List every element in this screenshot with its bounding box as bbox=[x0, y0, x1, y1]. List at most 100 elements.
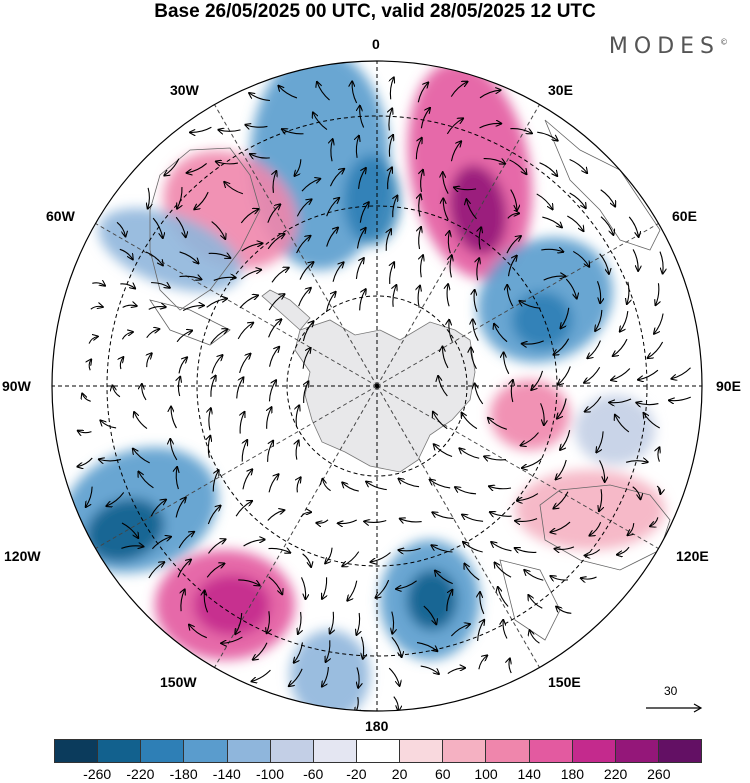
colorbar-tick-label: 260 bbox=[647, 766, 671, 782]
lon-label-150w: 150W bbox=[160, 674, 197, 690]
wind-vector bbox=[268, 474, 278, 493]
reference-vector-arrow bbox=[646, 703, 703, 713]
wind-vector bbox=[531, 370, 544, 390]
wind-vector bbox=[393, 196, 398, 218]
lon-label-90w: 90W bbox=[2, 378, 31, 394]
wind-vector bbox=[317, 82, 330, 101]
wind-vector bbox=[477, 258, 479, 281]
wind-vector bbox=[212, 470, 218, 492]
wind-vector bbox=[296, 405, 299, 428]
wind-vector bbox=[121, 546, 143, 549]
wind-vector bbox=[267, 510, 284, 521]
wind-vector bbox=[359, 202, 368, 223]
wind-vector bbox=[632, 486, 641, 499]
wind-vector bbox=[211, 221, 226, 239]
wind-vector bbox=[356, 612, 359, 635]
lon-label-0: 0 bbox=[372, 36, 380, 52]
colorbar-swatch bbox=[54, 739, 98, 763]
wind-vector bbox=[175, 216, 185, 237]
wind-vector bbox=[449, 320, 453, 342]
wind-vector bbox=[78, 431, 92, 433]
wind-vector bbox=[530, 630, 540, 644]
wind-vector bbox=[522, 458, 543, 468]
wind-vector bbox=[267, 441, 273, 462]
meridian-line bbox=[214, 104, 378, 387]
colorbar-tick-label: 220 bbox=[603, 766, 628, 782]
meridian-line bbox=[376, 385, 540, 668]
wind-vector bbox=[271, 268, 289, 283]
wind-vector bbox=[557, 398, 567, 418]
wind-vector bbox=[338, 519, 357, 524]
wind-vector bbox=[391, 636, 402, 657]
wind-vector bbox=[465, 564, 480, 581]
wind-vector bbox=[393, 285, 396, 307]
colorbar-tick-label: -60 bbox=[303, 766, 324, 782]
wind-vector bbox=[357, 667, 359, 687]
wind-vector bbox=[146, 329, 159, 338]
wind-vector bbox=[147, 353, 152, 368]
colorbar-swatch bbox=[312, 739, 356, 763]
wind-vector bbox=[490, 512, 512, 516]
wind-vector bbox=[282, 129, 304, 134]
wind-vector bbox=[107, 492, 125, 506]
wind-vector bbox=[443, 198, 449, 221]
anom-neg-100e bbox=[575, 395, 655, 465]
wind-vector bbox=[299, 262, 313, 280]
wind-vector bbox=[528, 595, 543, 609]
wind-vector bbox=[208, 436, 210, 458]
colorbar-tick-label: 100 bbox=[474, 766, 498, 782]
wind-vector bbox=[296, 236, 311, 254]
wind-vector bbox=[326, 198, 339, 217]
wind-vector bbox=[420, 108, 430, 129]
wind-vector bbox=[294, 642, 304, 662]
wind-vector bbox=[507, 213, 519, 219]
wind-vector bbox=[599, 489, 602, 511]
wind-vector bbox=[304, 381, 309, 404]
wind-vector bbox=[450, 255, 452, 278]
wind-vector bbox=[648, 341, 664, 358]
colorbar-swatch bbox=[183, 739, 227, 763]
anom-pos-90e bbox=[490, 380, 570, 450]
wind-vector bbox=[510, 129, 531, 134]
wind-vector bbox=[510, 189, 517, 211]
wind-vector bbox=[179, 251, 199, 263]
anom-neg-south-atlantic-core bbox=[344, 155, 400, 245]
wind-vector bbox=[585, 396, 602, 412]
wind-vector bbox=[122, 305, 137, 307]
wind-vector bbox=[88, 336, 98, 344]
wind-vector bbox=[556, 459, 567, 479]
wind-vector bbox=[204, 591, 209, 613]
wind-vector bbox=[389, 135, 393, 157]
wind-vector bbox=[504, 352, 510, 375]
graticule bbox=[52, 61, 702, 711]
wind-vector bbox=[240, 209, 258, 224]
wind-vector bbox=[145, 251, 163, 265]
wind-vector bbox=[463, 542, 483, 553]
wind-vector bbox=[396, 580, 417, 589]
wind-vector bbox=[555, 547, 575, 550]
wind-vector bbox=[134, 412, 148, 430]
wind-vector bbox=[82, 394, 91, 402]
colorbar-swatch bbox=[399, 739, 443, 763]
wind-vector bbox=[454, 187, 477, 189]
wind-vector bbox=[416, 641, 437, 652]
wind-vector bbox=[187, 162, 207, 172]
wind-vector bbox=[352, 81, 358, 104]
wind-vector bbox=[119, 248, 133, 259]
colorbar-swatch bbox=[269, 739, 313, 763]
meridian-line bbox=[214, 385, 378, 668]
wind-vector bbox=[267, 407, 272, 429]
lon-label-150e: 150E bbox=[548, 674, 581, 690]
wind-vector bbox=[177, 560, 191, 578]
wind-vector bbox=[638, 369, 659, 380]
lon-label-60w: 60W bbox=[46, 208, 75, 224]
colorbar-swatch bbox=[571, 739, 615, 763]
wind-vector bbox=[656, 283, 659, 305]
wind-vector bbox=[654, 313, 664, 334]
colorbar-tick-label: 180 bbox=[560, 766, 585, 782]
anom-neg-west-pacific-60w bbox=[98, 208, 242, 292]
wind-vector bbox=[90, 306, 103, 310]
wind-vector bbox=[268, 294, 284, 311]
wind-vector bbox=[101, 421, 117, 429]
wind-vector bbox=[596, 431, 604, 452]
